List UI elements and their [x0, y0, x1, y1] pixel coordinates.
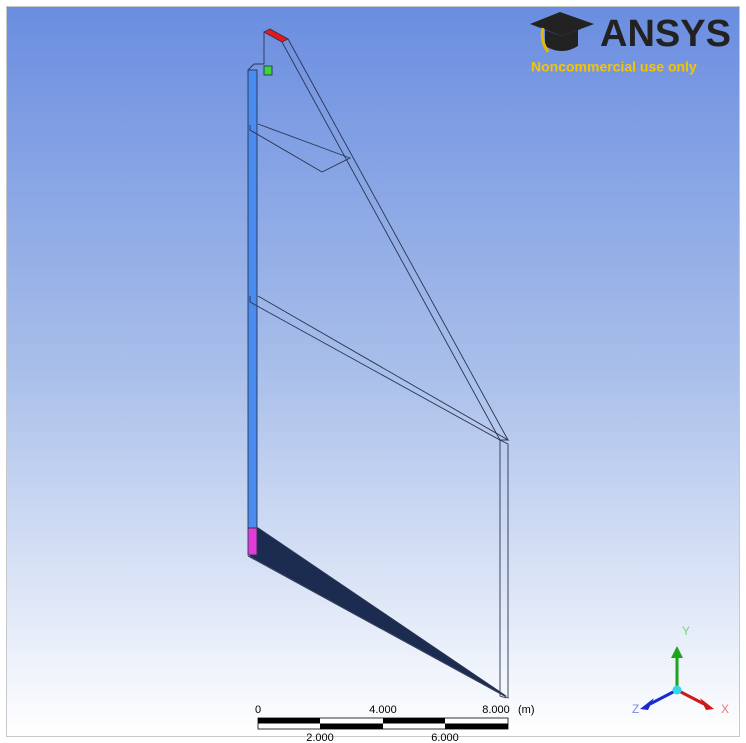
background — [6, 6, 740, 737]
scale-unit: (m) — [518, 704, 535, 716]
scale-label: 4.000 — [369, 704, 397, 716]
y-axis-label: Y — [682, 624, 690, 638]
scale-label: 6.000 — [431, 732, 459, 743]
scale-segment — [383, 718, 445, 724]
logo-notice: Noncommercial use only — [531, 59, 697, 75]
scale-label: 0 — [255, 704, 261, 716]
scale-segment — [320, 724, 383, 730]
bottom-face — [248, 528, 257, 555]
scale-label: 8.000 — [482, 704, 510, 716]
scale-label: 2.000 — [306, 732, 334, 743]
small-face — [264, 66, 272, 75]
scale-segment — [445, 724, 508, 730]
logo-brand: ANSYS — [600, 13, 731, 55]
scale-segment — [258, 718, 320, 724]
x-axis-label: X — [721, 702, 729, 716]
triad-origin — [673, 686, 682, 695]
viewport: ANSYS Noncommercial use only 0 4.000 8.0… — [0, 0, 746, 743]
z-axis-label: Z — [632, 702, 639, 716]
inlet-column — [248, 70, 257, 528]
